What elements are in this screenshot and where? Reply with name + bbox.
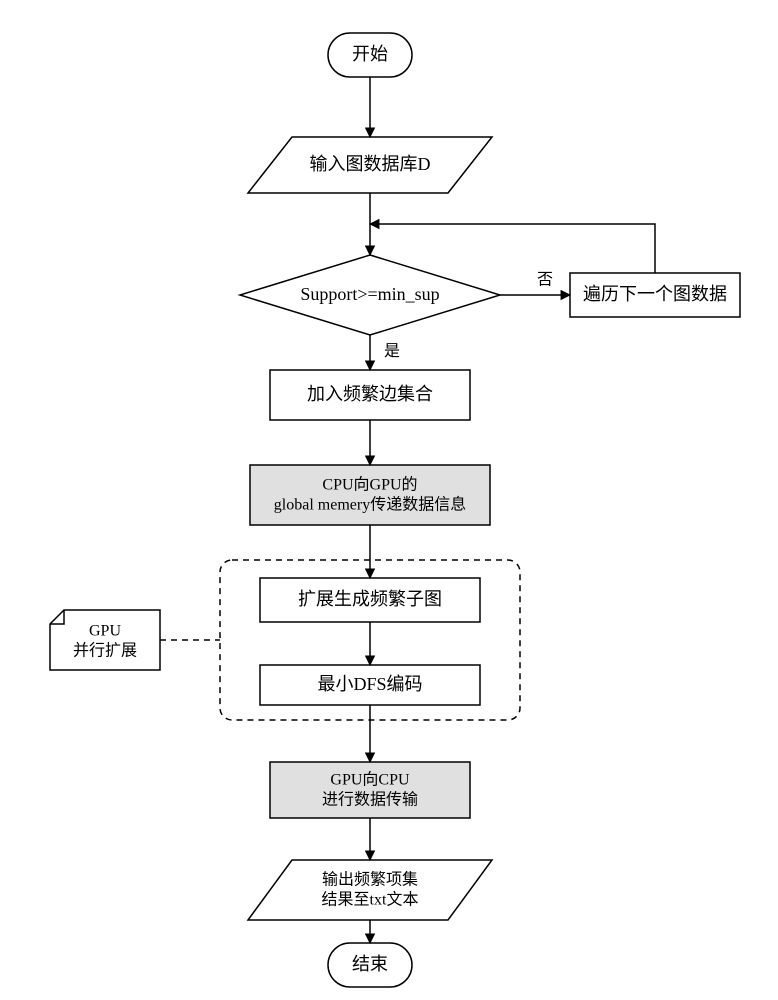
expand: 扩展生成频繁子图 (260, 578, 480, 622)
cpu2gpu: CPU向GPU的 global memery传递数据信息 (250, 465, 490, 525)
svg-text:进行数据传输: 进行数据传输 (322, 791, 418, 809)
svg-text:CPU向GPU的: CPU向GPU的 (322, 476, 417, 494)
svg-text:最小DFS编码: 最小DFS编码 (317, 674, 422, 694)
svg-text:结束: 结束 (352, 954, 388, 974)
svg-text:global memery传递数据信息: global memery传递数据信息 (274, 496, 466, 514)
dfs: 最小DFS编码 (260, 665, 480, 705)
svg-text:并行扩展: 并行扩展 (73, 642, 137, 660)
svg-text:加入频繁边集合: 加入频繁边集合 (307, 384, 433, 404)
loop: 遍历下一个图数据 (570, 273, 740, 317)
yes-label: 是 (384, 343, 400, 360)
svg-text:遍历下一个图数据: 遍历下一个图数据 (583, 284, 727, 304)
svg-text:输入图数据库D: 输入图数据库D (310, 154, 431, 174)
output: 输出频繁项集结果至txt文本 (248, 860, 492, 920)
svg-text:扩展生成频繁子图: 扩展生成频繁子图 (298, 589, 442, 609)
end: 结束 (328, 943, 412, 987)
no-label: 否 (537, 272, 553, 289)
start: 开始 (328, 33, 412, 77)
svg-text:GPU: GPU (89, 623, 121, 640)
svg-text:GPU向CPU: GPU向CPU (330, 771, 410, 789)
note: GPU 并行扩展 (50, 610, 160, 670)
gpu2cpu: GPU向CPU 进行数据传输 (270, 762, 470, 818)
decision: Support>=min_sup (240, 255, 500, 335)
svg-text:结果至txt文本: 结果至txt文本 (322, 891, 419, 909)
svg-text:Support>=min_sup: Support>=min_sup (300, 284, 439, 304)
addset: 加入频繁边集合 (270, 370, 470, 420)
svg-text:输出频繁项集: 输出频繁项集 (322, 871, 418, 889)
svg-text:开始: 开始 (352, 44, 388, 64)
input: 输入图数据库D (248, 137, 492, 193)
